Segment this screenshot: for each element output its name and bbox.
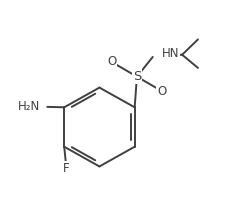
Text: H₂N: H₂N	[18, 100, 40, 113]
Text: F: F	[63, 162, 70, 175]
Text: O: O	[156, 85, 166, 99]
Text: O: O	[107, 55, 116, 68]
Text: S: S	[132, 70, 140, 83]
Text: HN: HN	[161, 47, 178, 60]
